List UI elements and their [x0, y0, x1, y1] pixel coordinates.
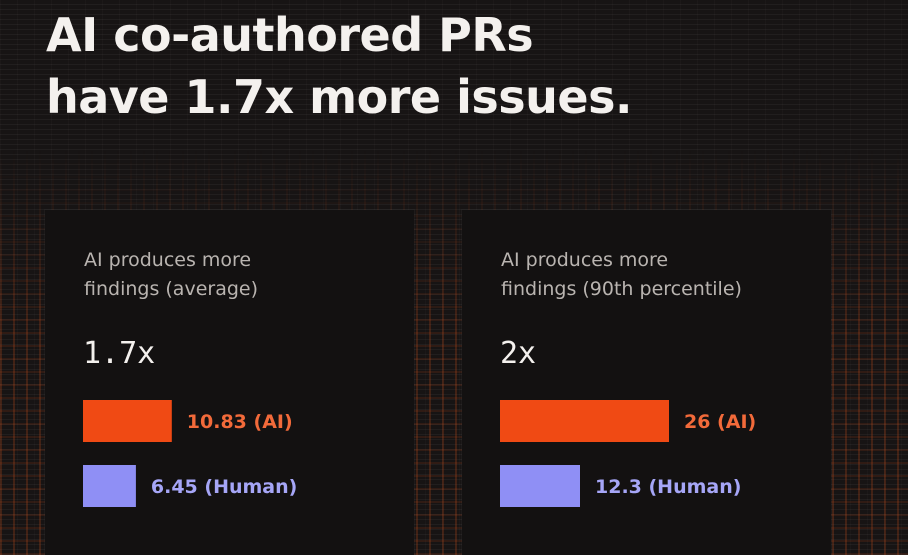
card-title-line-1: AI produces more [501, 249, 669, 271]
bar-human [83, 465, 136, 507]
bar-label-ai: 10.83 (AI) [187, 411, 293, 433]
card-title-line-2: findings (average) [84, 278, 258, 300]
average-findings-card: AI produces more findings (average) 1.7x… [45, 210, 414, 555]
average-findings-chart: 10.83 (AI) 6.45 (Human) [83, 400, 297, 507]
percentile-findings-chart: 26 (AI) 12.3 (Human) [500, 400, 756, 507]
title-line-2: have 1.7x more issues. [46, 70, 632, 124]
multiplier-value: 1.7x [83, 336, 156, 371]
bar-label-ai: 26 (AI) [684, 411, 756, 433]
bar-ai [500, 400, 669, 442]
card-title: AI produces more findings (90th percenti… [501, 246, 821, 304]
card-title: AI produces more findings (average) [84, 246, 404, 304]
bar-human [500, 465, 580, 507]
percentile-findings-card: AI produces more findings (90th percenti… [462, 210, 831, 555]
page-title: AI co-authored PRs have 1.7x more issues… [46, 4, 632, 128]
card-title-line-2: findings (90th percentile) [501, 278, 742, 300]
bar-label-human: 12.3 (Human) [595, 476, 741, 498]
multiplier-value: 2x [500, 336, 537, 371]
title-line-1: AI co-authored PRs [46, 8, 534, 62]
bar-label-human: 6.45 (Human) [151, 476, 297, 498]
card-title-line-1: AI produces more [84, 249, 252, 271]
bar-ai [83, 400, 172, 442]
